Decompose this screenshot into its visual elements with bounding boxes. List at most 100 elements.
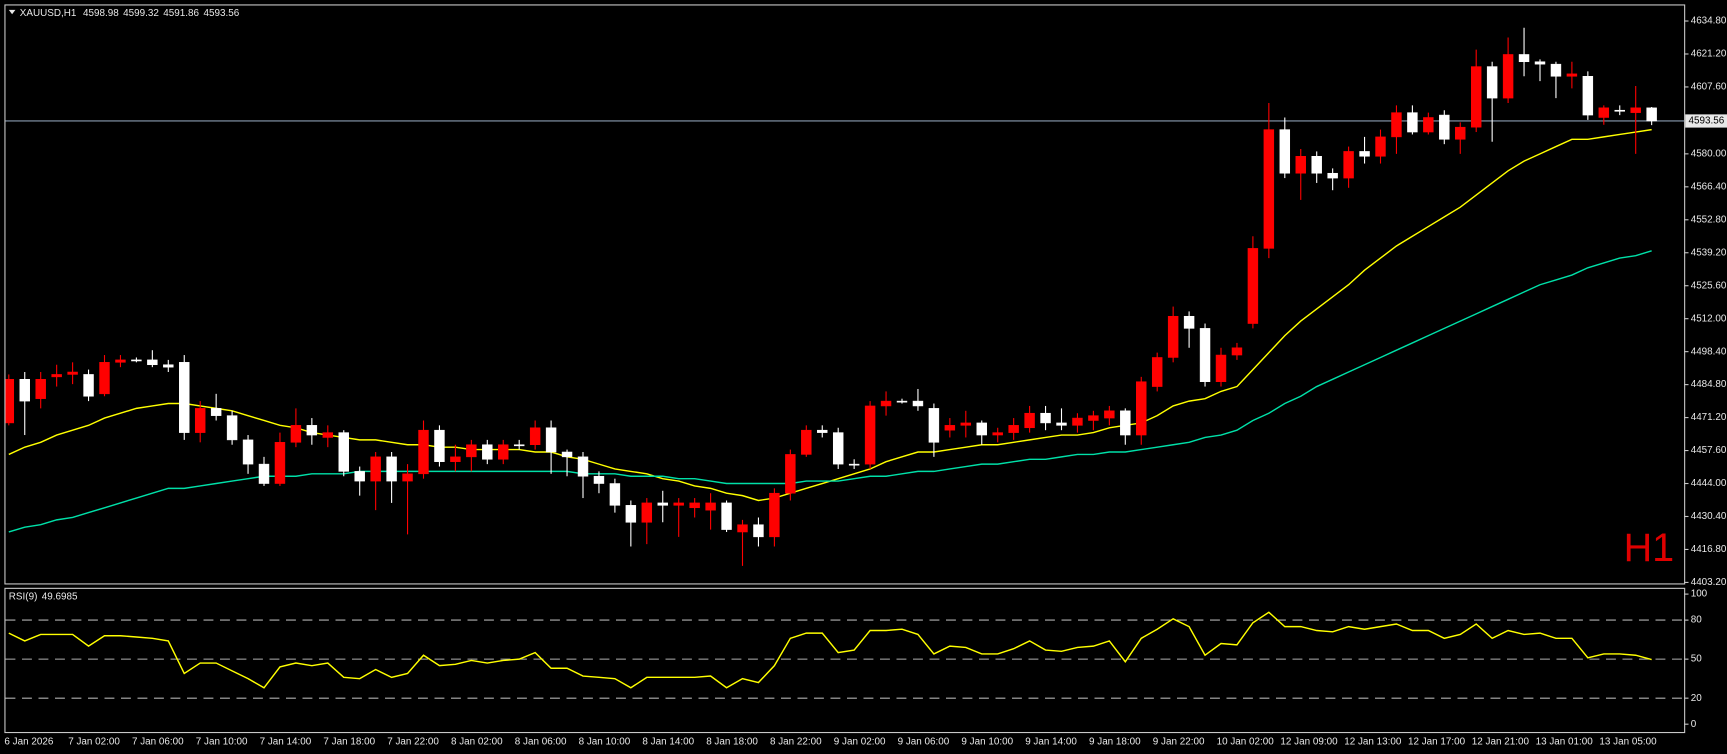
current-price-box [1685, 114, 1727, 128]
candle-body [131, 359, 142, 362]
candle-body [1263, 129, 1275, 249]
candle-body [179, 362, 190, 433]
candle-body [1582, 76, 1594, 116]
candle-body [1646, 107, 1657, 122]
candle-body [1072, 417, 1083, 426]
candle-body [1040, 412, 1051, 424]
rsi-panel-frame [4, 587, 1686, 734]
x-tick-label: 8 Jan 10:00 [579, 736, 631, 747]
x-tick-label: 13 Jan 05:00 [1599, 736, 1657, 747]
candle-body [1630, 107, 1641, 113]
candle-body [1550, 63, 1562, 77]
main-panel-frame [4, 4, 1686, 585]
candle-body [928, 408, 940, 443]
candle-body [147, 359, 158, 366]
x-tick-label: 12 Jan 13:00 [1344, 736, 1402, 747]
menu-arrow[interactable] [8, 9, 16, 15]
candle-body [1407, 112, 1418, 133]
x-tick-label: 9 Jan 22:00 [1153, 736, 1205, 747]
y-tick-label: 50 [1691, 654, 1702, 665]
candle-body [5, 379, 15, 424]
candle-body [386, 456, 397, 482]
x-tick-label: 12 Jan 21:00 [1472, 736, 1530, 747]
candle-body [1024, 412, 1035, 429]
candle-body [1311, 156, 1322, 174]
candle-body [737, 524, 748, 533]
candle-body [1327, 172, 1338, 179]
x-tick-label: 9 Jan 14:00 [1025, 736, 1077, 747]
candle-body [226, 415, 238, 441]
candle-body [1439, 114, 1450, 140]
candle-body [163, 364, 174, 368]
y-tick-label: 4621.20 [1691, 49, 1727, 60]
candle-body [577, 456, 589, 477]
y-tick-label: 80 [1691, 615, 1702, 626]
candle-body [960, 422, 972, 426]
candle-body [1598, 107, 1610, 118]
y-tick-label: 4471.20 [1691, 412, 1727, 423]
candle-body [561, 451, 573, 458]
candle-body [992, 432, 1003, 436]
rsi-last-value: 49.6985 [42, 591, 78, 602]
x-tick-label: 7 Jan 10:00 [196, 736, 248, 747]
candle-body [944, 425, 956, 431]
x-tick-label: 7 Jan 02:00 [68, 736, 120, 747]
y-tick-label: 4416.80 [1691, 544, 1727, 555]
candle-body [705, 502, 716, 511]
x-tick-label: 12 Jan 17:00 [1408, 736, 1466, 747]
chart-header: XAUUSD,H1 4598.98 4599.32 4591.86 4593.56 [20, 8, 240, 19]
candle-body [1295, 156, 1306, 174]
candle-body [194, 408, 206, 433]
candle-body [817, 429, 828, 433]
candle-body [609, 483, 621, 506]
candle-body [1247, 248, 1259, 324]
candle-body [99, 362, 110, 395]
x-tick-label: 8 Jan 18:00 [706, 736, 758, 747]
y-tick-label: 4403.20 [1691, 577, 1727, 588]
rsi-line [8, 611, 1652, 689]
candle-body [1120, 410, 1131, 436]
candle-body [1455, 126, 1466, 140]
y-tick-label: 4484.80 [1691, 379, 1727, 390]
candle-body [769, 492, 780, 538]
candle-body [450, 456, 461, 462]
x-tick-label: 7 Jan 18:00 [323, 736, 375, 747]
y-tick-label: 4444.00 [1691, 478, 1727, 489]
candle-body [880, 400, 892, 407]
candle-body [1423, 117, 1434, 133]
y-tick-label: 4457.60 [1691, 445, 1727, 456]
candle-body [322, 432, 334, 438]
candle-body [83, 374, 94, 397]
candle-body [1534, 61, 1546, 65]
candle-body [673, 502, 684, 506]
candle-body [1215, 354, 1227, 382]
last-open: 4598.98 [83, 8, 119, 19]
x-tick-label: 8 Jan 22:00 [770, 736, 822, 747]
candle-body [1614, 109, 1625, 112]
candle-body [1183, 315, 1195, 329]
candle-body [1375, 136, 1386, 157]
candle-body [482, 444, 493, 460]
candle-body [258, 463, 270, 484]
candle-body [1470, 66, 1482, 128]
candle-body [306, 425, 318, 436]
price-plot [5, 27, 1685, 566]
y-tick-label: 4552.80 [1691, 214, 1727, 225]
candle-body [67, 371, 78, 375]
y-tick-label: 4607.60 [1691, 82, 1727, 93]
x-tick-label: 10 Jan 02:00 [1217, 736, 1275, 747]
candle-body [1231, 347, 1243, 356]
candle-body [115, 359, 126, 363]
candle-body [641, 502, 653, 523]
x-tick-label: 7 Jan 22:00 [387, 736, 439, 747]
y-tick-label: 4634.80 [1691, 16, 1727, 27]
candle-body [1136, 381, 1147, 436]
candle-body [1343, 151, 1354, 179]
candle-body [338, 432, 349, 472]
x-tick-label: 9 Jan 06:00 [898, 736, 950, 747]
candle-body [785, 454, 796, 494]
y-tick-label: 4525.60 [1691, 280, 1727, 291]
candle-body [593, 475, 605, 484]
x-tick-label: 7 Jan 14:00 [260, 736, 312, 747]
